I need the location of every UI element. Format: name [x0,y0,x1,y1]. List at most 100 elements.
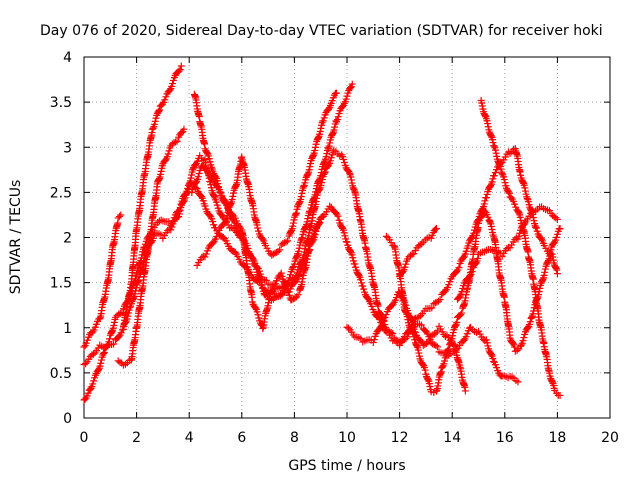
data-point [224,203,232,211]
data-point [312,185,320,193]
data-point [509,339,517,347]
data-point [311,143,319,151]
data-point [468,268,476,276]
data-point [201,164,209,172]
data-point [198,254,206,262]
data-point [491,146,499,154]
series-track-3 [80,211,125,351]
data-point [214,229,222,237]
data-point [490,142,498,150]
data-point [487,132,495,140]
data-point [368,302,376,310]
data-point [323,150,331,158]
data-point [291,294,299,302]
data-point [315,220,323,228]
data-point [209,218,217,226]
data-point [520,334,528,342]
y-tick-label: 2 [63,231,72,247]
data-point [472,259,480,267]
data-point [188,189,196,197]
data-point [252,262,260,270]
data-point [332,117,340,125]
data-point [501,179,509,187]
x-tick-label: 14 [443,430,461,446]
data-point [278,291,286,299]
data-point [355,272,363,280]
data-point [539,276,547,284]
data-point [284,285,292,293]
data-point [341,232,349,240]
data-point [457,311,465,319]
data-point [295,247,303,255]
data-point [331,123,339,131]
y-tick-label: 4 [63,50,72,66]
series-track-8 [188,162,325,333]
data-point [254,311,262,319]
data-point [357,279,365,287]
data-point [223,215,231,223]
data-point [505,188,513,196]
data-point [553,215,561,223]
x-tick-label: 0 [80,430,89,446]
axis-ticks [83,56,611,419]
data-point [269,250,277,258]
data-point [326,139,334,147]
data-point [493,364,501,372]
series-track-4 [114,125,188,369]
data-point [297,193,305,201]
data-point [488,178,496,186]
data-point [161,96,169,104]
data-point [296,270,304,278]
data-point [441,357,449,365]
data-point [392,337,400,345]
data-point [521,187,529,195]
data-point [151,117,159,125]
data-point [524,198,532,206]
series-track-6 [190,80,356,304]
data-point [311,191,319,199]
data-point [231,248,239,256]
data-point [117,211,125,219]
data-point [270,283,278,291]
data-point [556,224,564,232]
data-point [468,233,476,241]
data-point [304,170,312,178]
data-point [166,86,174,94]
data-point [192,178,200,186]
data-point [320,158,328,166]
data-point [540,271,548,279]
data-point [252,265,260,273]
data-point [294,291,302,299]
data-point [526,318,534,326]
data-point [289,264,297,272]
data-point [343,238,351,246]
data-point [430,300,438,308]
data-point [334,212,342,220]
data-point [169,80,177,88]
data-point [347,84,355,92]
data-point [229,192,237,200]
data-point [417,321,425,329]
data-point [286,274,294,282]
data-point [97,359,105,367]
data-point [478,211,486,219]
data-point [351,260,359,268]
data-point [310,195,318,203]
data-point [292,209,300,217]
data-point [495,160,503,168]
data-point [480,200,488,208]
data-point [369,339,377,347]
data-point [199,197,207,205]
data-point [252,304,260,312]
data-point [444,346,452,354]
data-point [197,193,205,201]
data-point [410,333,418,341]
data-point [465,324,473,332]
data-point [300,182,308,190]
data-point [115,333,123,341]
data-point [449,332,457,340]
data-point [155,107,163,115]
data-point [175,67,183,75]
data-point [149,124,157,132]
chart-title: Day 076 of 2020, Sidereal Day-to-day VTE… [40,23,603,39]
